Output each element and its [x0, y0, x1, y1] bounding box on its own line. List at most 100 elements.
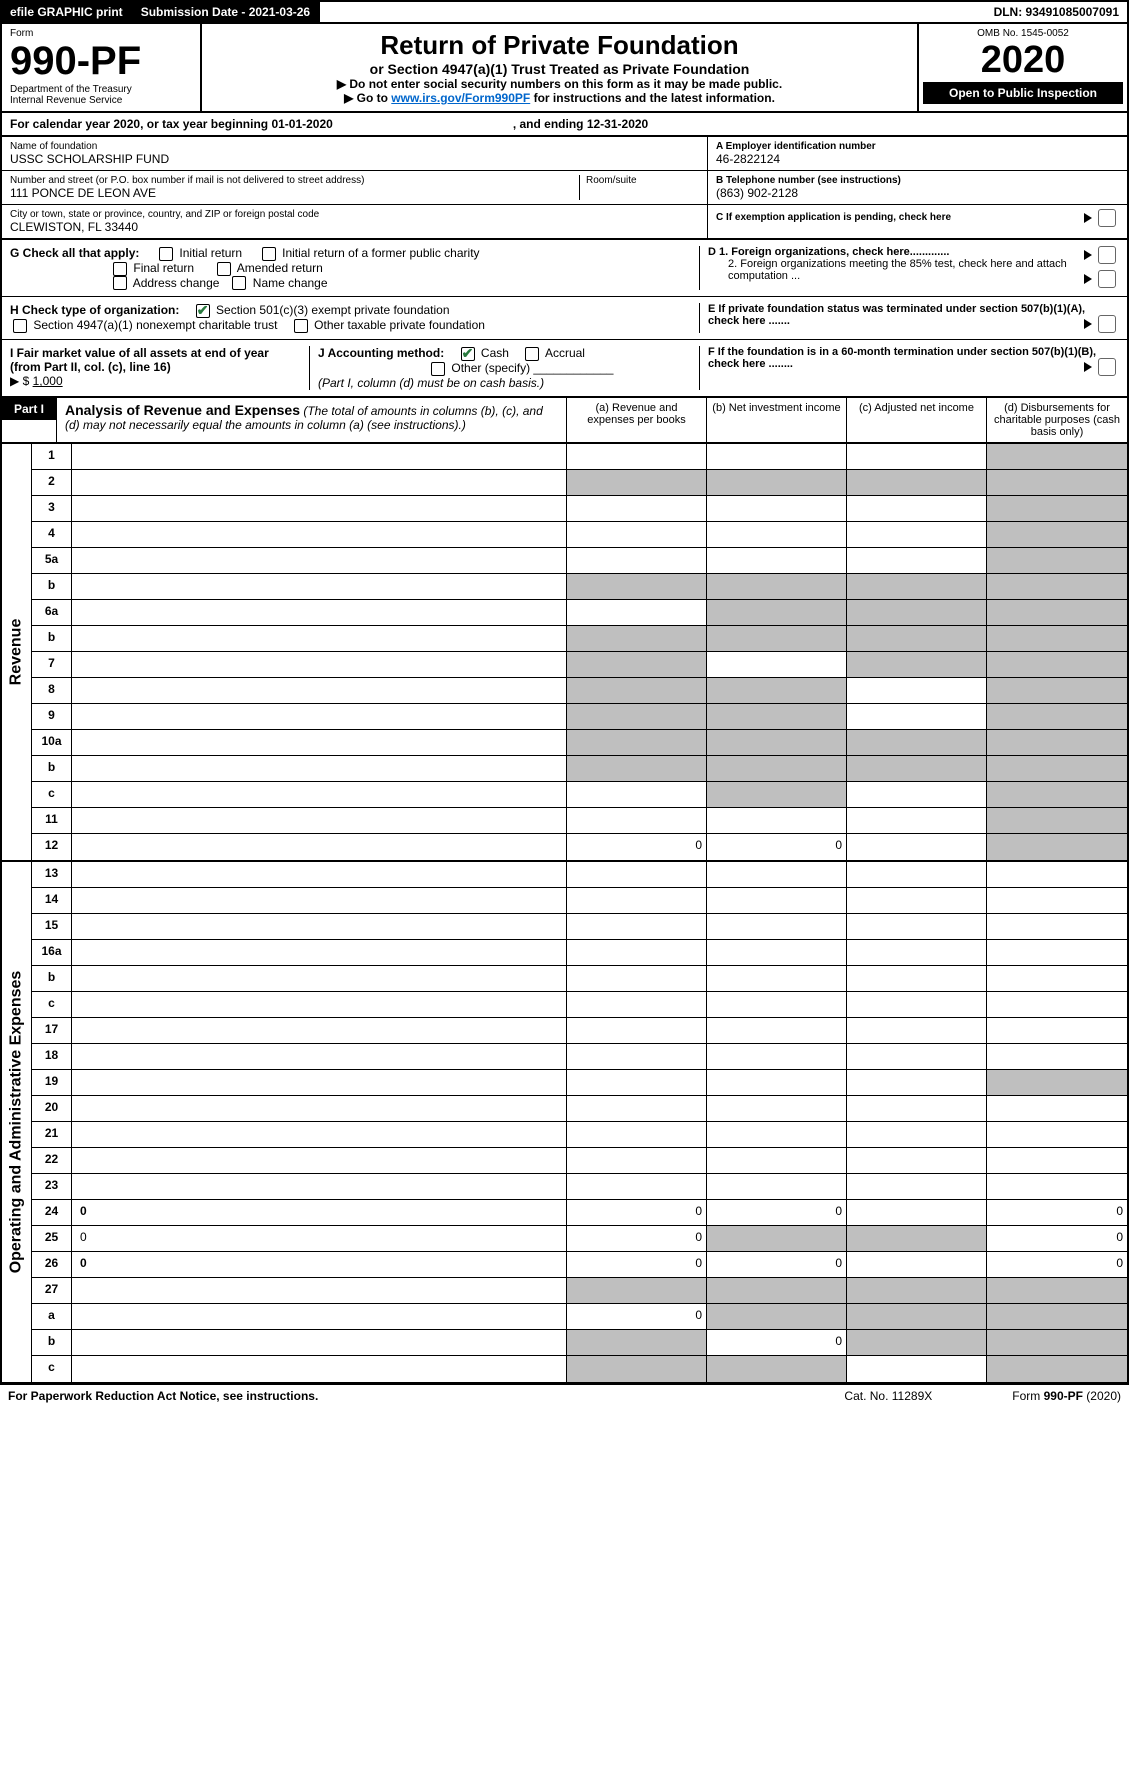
- revenue-table: Revenue 12345ab6ab78910abc111200: [0, 444, 1129, 862]
- line-number: 14: [32, 888, 72, 913]
- line-description: [72, 808, 567, 833]
- cell-a: 0: [567, 1252, 707, 1277]
- line-description: [72, 1070, 567, 1095]
- cell-b: [707, 1122, 847, 1147]
- line-number: b: [32, 966, 72, 991]
- line-number: a: [32, 1304, 72, 1329]
- table-row: 10a: [32, 730, 1127, 756]
- cell-c: [847, 1252, 987, 1277]
- cell-a: [567, 1278, 707, 1303]
- line-number: b: [32, 626, 72, 651]
- line-description: [72, 470, 567, 495]
- cell-c: [847, 1148, 987, 1173]
- cell-b: [707, 1174, 847, 1199]
- other-taxable-checkbox[interactable]: [294, 319, 308, 333]
- cell-d: [987, 756, 1127, 781]
- cell-c: [847, 600, 987, 625]
- name-change-checkbox[interactable]: [232, 276, 246, 290]
- cell-a: 0: [567, 1304, 707, 1329]
- table-row: 11: [32, 808, 1127, 834]
- addr-change-checkbox[interactable]: [113, 276, 127, 290]
- calendar-year-row: For calendar year 2020, or tax year begi…: [0, 113, 1129, 137]
- instr-1: ▶ Do not enter social security numbers o…: [222, 77, 897, 91]
- irs-link[interactable]: www.irs.gov/Form990PF: [391, 91, 530, 105]
- cell-d: [987, 730, 1127, 755]
- table-row: b: [32, 626, 1127, 652]
- f-checkbox[interactable]: [1098, 358, 1116, 376]
- d1-checkbox[interactable]: [1098, 246, 1116, 264]
- accrual-checkbox[interactable]: [525, 347, 539, 361]
- cell-c: [847, 1200, 987, 1225]
- h-label: H Check type of organization:: [10, 303, 179, 317]
- final-return-checkbox[interactable]: [113, 262, 127, 276]
- c-checkbox[interactable]: [1098, 209, 1116, 227]
- irs-label: Internal Revenue Service: [10, 95, 192, 106]
- cell-d: [987, 1018, 1127, 1043]
- cell-a: [567, 496, 707, 521]
- 501c3-label: Section 501(c)(3) exempt private foundat…: [216, 303, 449, 317]
- table-row: 16a: [32, 940, 1127, 966]
- initial-return-checkbox[interactable]: [159, 247, 173, 261]
- j-label: J Accounting method:: [318, 346, 444, 360]
- instr-2: ▶ Go to www.irs.gov/Form990PF for instru…: [222, 91, 897, 105]
- line-number: 11: [32, 808, 72, 833]
- line-description: [72, 1304, 567, 1329]
- table-row: 18: [32, 1044, 1127, 1070]
- footer-right: Form 990-PF (2020): [1012, 1389, 1121, 1403]
- cell-c: [847, 444, 987, 469]
- cell-d: [987, 522, 1127, 547]
- dln: DLN: 93491085007091: [986, 2, 1127, 22]
- line-number: 15: [32, 914, 72, 939]
- cell-c: [847, 1070, 987, 1095]
- cell-d: [987, 1174, 1127, 1199]
- cell-c: [847, 1304, 987, 1329]
- line-number: b: [32, 1330, 72, 1355]
- line-number: 19: [32, 1070, 72, 1095]
- table-row: 21: [32, 1122, 1127, 1148]
- cell-c: [847, 652, 987, 677]
- cell-d: [987, 652, 1127, 677]
- cell-a: [567, 704, 707, 729]
- cell-b: [707, 600, 847, 625]
- form-subtitle: or Section 4947(a)(1) Trust Treated as P…: [222, 61, 897, 77]
- e-checkbox[interactable]: [1098, 315, 1116, 333]
- phone-value: (863) 902-2128: [716, 186, 1119, 200]
- line-description: [72, 914, 567, 939]
- submission-date: Submission Date - 2021-03-26: [133, 2, 320, 22]
- cell-a: [567, 992, 707, 1017]
- 4947-checkbox[interactable]: [13, 319, 27, 333]
- cell-a: [567, 548, 707, 573]
- line-description: [72, 1096, 567, 1121]
- other-method-checkbox[interactable]: [431, 362, 445, 376]
- cell-a: [567, 730, 707, 755]
- revenue-side-label: Revenue: [2, 444, 32, 860]
- initial-former-checkbox[interactable]: [262, 247, 276, 261]
- cell-c: [847, 1174, 987, 1199]
- cell-b: 0: [707, 1200, 847, 1225]
- line-description: [72, 756, 567, 781]
- cell-d: [987, 1044, 1127, 1069]
- cash-checkbox[interactable]: [461, 347, 475, 361]
- line-number: 17: [32, 1018, 72, 1043]
- cell-d: [987, 992, 1127, 1017]
- cell-d: [987, 496, 1127, 521]
- line-description: [72, 444, 567, 469]
- line-description: 0: [72, 1252, 567, 1277]
- cell-b: [707, 548, 847, 573]
- cell-c: [847, 548, 987, 573]
- cell-a: [567, 1044, 707, 1069]
- cell-a: [567, 678, 707, 703]
- city-state-zip: CLEWISTON, FL 33440: [10, 220, 699, 234]
- cell-b: [707, 444, 847, 469]
- calyear-end: , and ending 12-31-2020: [513, 117, 648, 131]
- cell-a: [567, 470, 707, 495]
- expenses-table: Operating and Administrative Expenses 13…: [0, 862, 1129, 1384]
- line-description: [72, 1356, 567, 1382]
- cell-d: [987, 1148, 1127, 1173]
- 501c3-checkbox[interactable]: [196, 304, 210, 318]
- amended-checkbox[interactable]: [217, 262, 231, 276]
- d2-checkbox[interactable]: [1098, 270, 1116, 288]
- cell-c: [847, 1330, 987, 1355]
- cell-d: [987, 548, 1127, 573]
- line-description: [72, 574, 567, 599]
